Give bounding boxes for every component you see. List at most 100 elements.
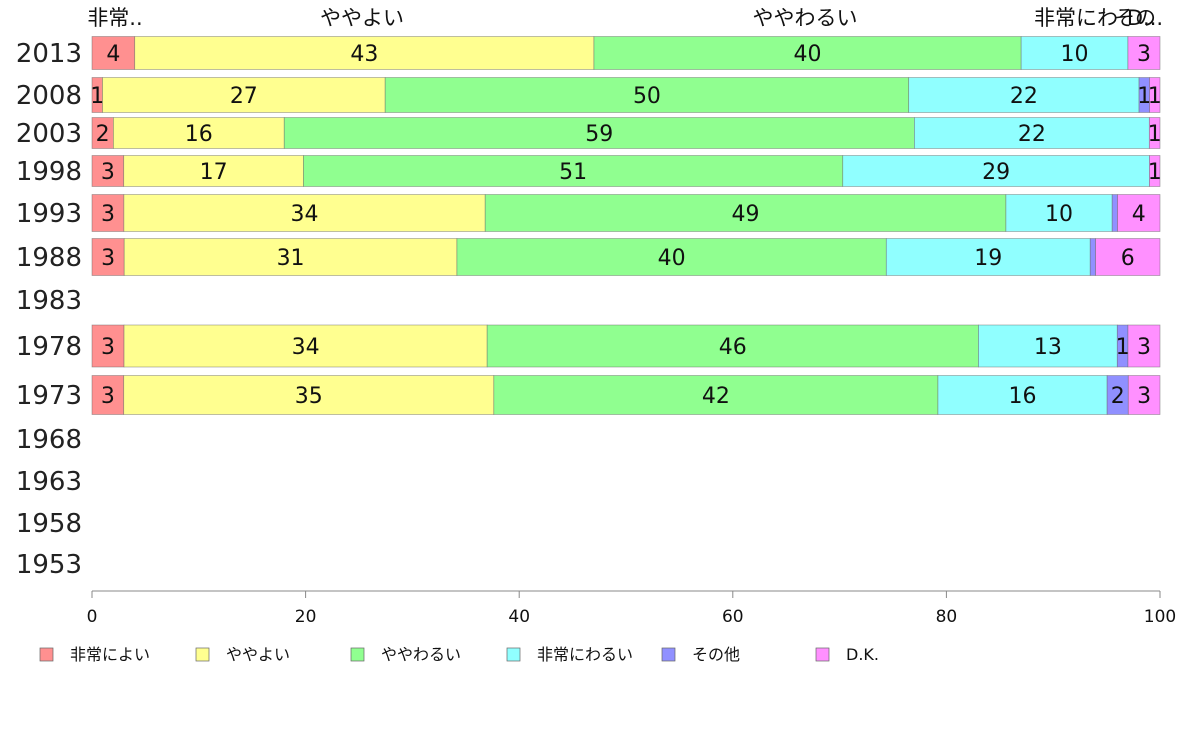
year-label-1993: 1993 bbox=[16, 199, 82, 229]
year-label-1963: 1963 bbox=[16, 467, 82, 497]
data-label-1973-3: 16 bbox=[1009, 384, 1037, 409]
bar-1978-seg-2 bbox=[486, 324, 979, 368]
data-label-2013-0: 4 bbox=[106, 42, 120, 67]
year-label-2003: 2003 bbox=[16, 119, 82, 149]
bar-1988-seg-2 bbox=[456, 238, 887, 276]
data-label-2003-2: 59 bbox=[585, 122, 613, 147]
legend-label-5: D.K. bbox=[846, 645, 879, 664]
bar-2013-seg-1 bbox=[134, 36, 595, 70]
data-label-1973-4: 2 bbox=[1111, 384, 1125, 409]
data-label-1973-5: 3 bbox=[1137, 384, 1151, 409]
data-label-2003-3: 22 bbox=[1018, 122, 1046, 147]
top-label-2: ややわるい bbox=[753, 6, 858, 30]
legend-label-2: ややわるい bbox=[381, 645, 461, 664]
bar-1998-seg-2 bbox=[303, 155, 844, 187]
legend-swatch-0 bbox=[39, 647, 54, 662]
data-label-2013-5: 3 bbox=[1137, 42, 1151, 67]
data-label-1973-1: 35 bbox=[295, 384, 323, 409]
bar-1988-seg-5 bbox=[1095, 238, 1161, 276]
data-label-1993-1: 34 bbox=[291, 202, 319, 227]
bar-1993-seg-0 bbox=[91, 194, 125, 232]
bar-2003-seg-3 bbox=[914, 117, 1150, 149]
data-label-2003-0: 2 bbox=[96, 122, 110, 147]
legend-swatch-3 bbox=[506, 647, 521, 662]
bar-1988-seg-1 bbox=[123, 238, 458, 276]
data-label-1993-5: 4 bbox=[1132, 202, 1146, 227]
bar-1973-seg-5 bbox=[1127, 375, 1161, 415]
data-label-1978-2: 46 bbox=[719, 335, 747, 360]
bar-2008-seg-3 bbox=[908, 77, 1140, 113]
data-label-1978-3: 13 bbox=[1034, 335, 1062, 360]
legend-swatch-4 bbox=[661, 647, 676, 662]
x-tick-label-80: 80 bbox=[936, 607, 958, 627]
bar-2013-seg-5 bbox=[1127, 36, 1161, 70]
year-label-1983: 1983 bbox=[16, 286, 82, 316]
top-series-labels: 非常.. ややよい ややわるい 非常にわそのD... bbox=[87, 6, 1163, 30]
bar-1993-seg-4 bbox=[1111, 194, 1118, 232]
bar-2013-seg-3 bbox=[1020, 36, 1129, 70]
bar-2003-seg-1 bbox=[113, 117, 285, 149]
data-label-1988-5: 6 bbox=[1121, 246, 1135, 271]
year-label-2008: 2008 bbox=[16, 81, 82, 111]
x-tick-label-60: 60 bbox=[722, 607, 744, 627]
bar-1988-seg-0 bbox=[91, 238, 125, 276]
data-label-1988-3: 19 bbox=[974, 246, 1002, 271]
data-label-1973-2: 42 bbox=[702, 384, 730, 409]
bar-1978-seg-3 bbox=[978, 324, 1118, 368]
legend-label-3: 非常にわるい bbox=[537, 645, 633, 664]
year-label-1978: 1978 bbox=[16, 332, 82, 362]
bar-2008-seg-5 bbox=[1149, 77, 1161, 113]
top-label-3: 非常にわ bbox=[1034, 6, 1118, 30]
data-label-1998-0: 3 bbox=[101, 160, 115, 185]
data-label-1993-3: 10 bbox=[1045, 202, 1073, 227]
legend-swatch-1 bbox=[195, 647, 210, 662]
data-label-2008-5: 1 bbox=[1148, 84, 1162, 109]
bar-1988-seg-3 bbox=[885, 238, 1091, 276]
data-label-1973-0: 3 bbox=[101, 384, 115, 409]
bar-1993-seg-3 bbox=[1005, 194, 1113, 232]
x-tick-label-20: 20 bbox=[295, 607, 317, 627]
data-label-1988-2: 40 bbox=[658, 246, 686, 271]
data-label-1988-1: 31 bbox=[277, 246, 305, 271]
bar-1973-seg-1 bbox=[123, 375, 495, 415]
data-label-1998-3: 29 bbox=[982, 160, 1010, 185]
year-label-1953: 1953 bbox=[16, 550, 82, 580]
data-label-1998-5: 1 bbox=[1148, 160, 1162, 185]
legend-label-0: 非常によい bbox=[70, 645, 150, 664]
legend-label-4: その他 bbox=[692, 645, 740, 664]
data-label-2013-2: 40 bbox=[794, 42, 822, 67]
bar-2003-seg-5 bbox=[1148, 117, 1161, 149]
x-axis: 0 20 40 60 80 100 bbox=[87, 590, 1176, 627]
bar-2008-seg-2 bbox=[384, 77, 910, 113]
bar-1993-seg-1 bbox=[123, 194, 486, 232]
bar-1978-seg-5 bbox=[1127, 324, 1161, 368]
data-label-2003-1: 16 bbox=[185, 122, 213, 147]
data-label-2003-5: 1 bbox=[1148, 122, 1162, 147]
year-label-1998: 1998 bbox=[16, 157, 82, 187]
data-label-1988-0: 3 bbox=[101, 246, 115, 271]
top-label-1: ややよい bbox=[320, 6, 404, 30]
data-label-1993-2: 49 bbox=[732, 202, 760, 227]
bar-1998-seg-5 bbox=[1149, 155, 1161, 187]
data-label-2013-3: 10 bbox=[1061, 42, 1089, 67]
data-label-2008-0: 1 bbox=[90, 84, 104, 109]
bar-1973-seg-3 bbox=[937, 375, 1108, 415]
data-label-2008-2: 50 bbox=[633, 84, 661, 109]
bar-1998-seg-3 bbox=[842, 155, 1150, 187]
bar-2013-seg-2 bbox=[593, 36, 1022, 70]
data-label-1998-1: 17 bbox=[200, 160, 228, 185]
data-label-2008-4: 1 bbox=[1137, 84, 1151, 109]
bar-1988-seg-4 bbox=[1089, 238, 1096, 276]
data-label-1978-1: 34 bbox=[292, 335, 320, 360]
year-label-1988: 1988 bbox=[16, 243, 82, 273]
bar-1978-seg-0 bbox=[91, 324, 125, 368]
bar-1998-seg-0 bbox=[91, 155, 125, 187]
data-label-2008-3: 22 bbox=[1010, 84, 1038, 109]
data-label-2013-1: 43 bbox=[350, 42, 378, 67]
legend-swatch-5 bbox=[815, 647, 830, 662]
year-label-1958: 1958 bbox=[16, 509, 82, 539]
legend-label-1: ややよい bbox=[226, 645, 290, 664]
data-label-1978-0: 3 bbox=[101, 335, 115, 360]
top-label-5: D... bbox=[1127, 6, 1163, 30]
